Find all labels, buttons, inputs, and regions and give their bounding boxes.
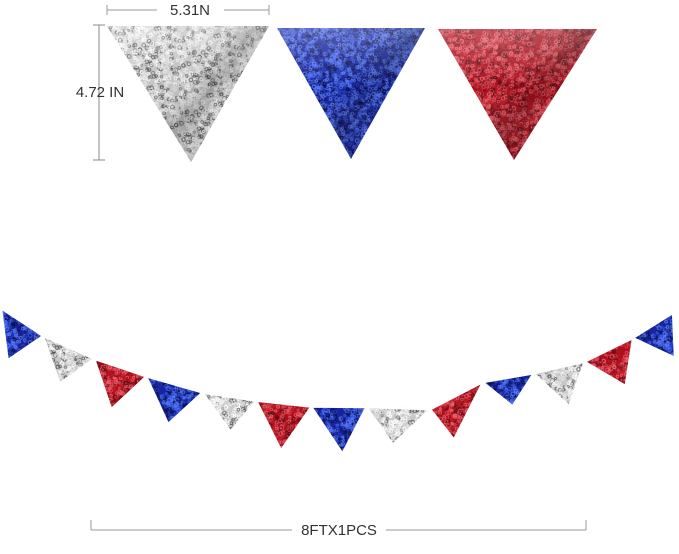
svg-text:4.72 IN: 4.72 IN (76, 84, 124, 101)
svg-text:5.31N: 5.31N (170, 2, 210, 19)
svg-text:8FTX1PCS: 8FTX1PCS (301, 522, 377, 539)
